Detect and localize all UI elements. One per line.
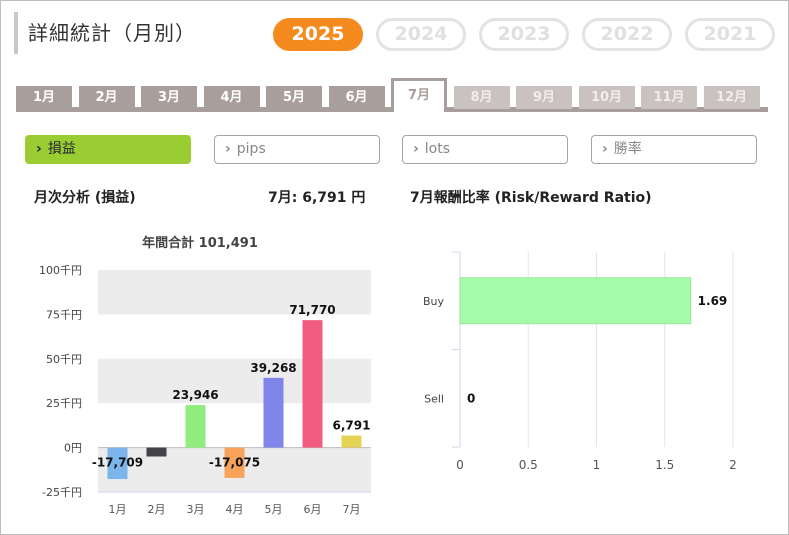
data-label: 6,791	[333, 419, 371, 433]
chevron-right-icon: ›	[602, 141, 608, 157]
x-tick-label: 0	[456, 458, 464, 472]
monthly-analysis-label: 月次分析 (損益)	[34, 190, 136, 206]
y-tick-label: 25千円	[46, 397, 82, 410]
x-tick-label: 3月	[187, 503, 205, 516]
year-selector: 2025 2024 2023 2022 2021	[273, 18, 775, 51]
chevron-right-icon: ›	[413, 141, 419, 157]
tab-month-5[interactable]: 5月	[266, 86, 322, 109]
x-tick-label: 2	[729, 458, 737, 472]
x-tick-label: 7月	[343, 503, 361, 516]
x-tick-label: 5月	[265, 503, 283, 516]
bar-7月	[341, 435, 362, 448]
data-label: 23,946	[172, 388, 218, 402]
y-tick-label: 100千円	[39, 264, 82, 277]
x-tick-label: 2月	[148, 503, 166, 516]
month-value-label: 7月: 6,791 円	[268, 190, 366, 206]
year-2024[interactable]: 2024	[376, 18, 466, 51]
y-category-label: Sell	[424, 392, 444, 405]
data-label: -17,709	[92, 456, 143, 470]
metric-button-label: lots	[424, 141, 451, 157]
grid-band	[98, 358, 371, 404]
x-tick-label: 1	[593, 458, 601, 472]
y-tick-label: 0円	[64, 442, 82, 455]
tab-month-2[interactable]: 2月	[78, 86, 135, 109]
x-tick-label: 0.5	[519, 458, 538, 472]
chart-title: 年間合計 101,491	[142, 236, 258, 251]
x-tick-label: 6月	[304, 503, 322, 516]
tab-month-11[interactable]: 11月	[641, 86, 697, 109]
bar-5月	[263, 377, 284, 448]
grid-band	[98, 270, 371, 315]
bar-3月	[185, 405, 206, 448]
bar-2月	[146, 447, 167, 457]
risk-reward-chart: 0 0.5 1 1.5 2 Buy 1.69 Sell 0	[423, 251, 737, 472]
data-label: -17,075	[209, 456, 260, 470]
tab-month-4[interactable]: 4月	[203, 86, 260, 109]
monthly-pl-chart: 100千円 75千円 50千円 25千円 0円 -25千円 -17,709 1月 2月 23,94…	[39, 264, 371, 516]
metric-button-2[interactable]: › lots	[402, 135, 568, 164]
bar-4月	[224, 447, 245, 478]
chevron-right-icon: ›	[225, 141, 231, 157]
y-category-label: Buy	[423, 295, 445, 308]
data-label: 39,268	[250, 361, 296, 375]
x-tick-label: 1.5	[655, 458, 674, 472]
tab-month-7[interactable]: 7月	[391, 78, 447, 112]
data-label: 1.69	[698, 294, 728, 308]
bar-1月	[107, 447, 128, 480]
year-2022[interactable]: 2022	[582, 18, 672, 51]
metric-button-3[interactable]: › 勝率	[591, 135, 757, 164]
month-tabs: 1月 2月 3月 4月 5月 6月 7月 8月 9月 10月 11月 12月	[16, 78, 768, 112]
bar-Buy	[459, 277, 692, 325]
metric-button-0[interactable]: › 損益	[25, 135, 191, 164]
tab-month-12[interactable]: 12月	[703, 86, 760, 109]
year-2025[interactable]: 2025	[273, 18, 363, 51]
tab-month-1[interactable]: 1月	[16, 86, 72, 109]
y-tick-label: -25千円	[42, 486, 82, 499]
year-2021[interactable]: 2021	[685, 18, 775, 51]
tab-month-9[interactable]: 9月	[516, 86, 572, 109]
bar-6月	[302, 320, 323, 448]
metric-button-label: 損益	[47, 141, 76, 157]
y-tick-label: 50千円	[46, 353, 82, 366]
y-tick-label: 75千円	[46, 308, 82, 321]
page-title: 詳細統計（月別）	[14, 12, 196, 54]
metric-button-label: pips	[236, 141, 266, 157]
tab-month-3[interactable]: 3月	[141, 86, 197, 109]
tab-month-6[interactable]: 6月	[328, 86, 385, 109]
tab-month-8[interactable]: 8月	[453, 86, 510, 109]
chevron-right-icon: ›	[36, 141, 42, 157]
x-tick-label: 1月	[109, 503, 127, 516]
x-tick-label: 4月	[226, 503, 244, 516]
metric-button-1[interactable]: › pips	[214, 135, 380, 164]
metric-button-label: 勝率	[613, 141, 642, 157]
ratio-label: 7月報酬比率 (Risk/Reward Ratio)	[410, 190, 652, 206]
year-2023[interactable]: 2023	[479, 18, 569, 51]
data-label: 0	[467, 391, 475, 405]
data-label: 71,770	[289, 303, 335, 317]
tab-month-10[interactable]: 10月	[578, 86, 635, 109]
